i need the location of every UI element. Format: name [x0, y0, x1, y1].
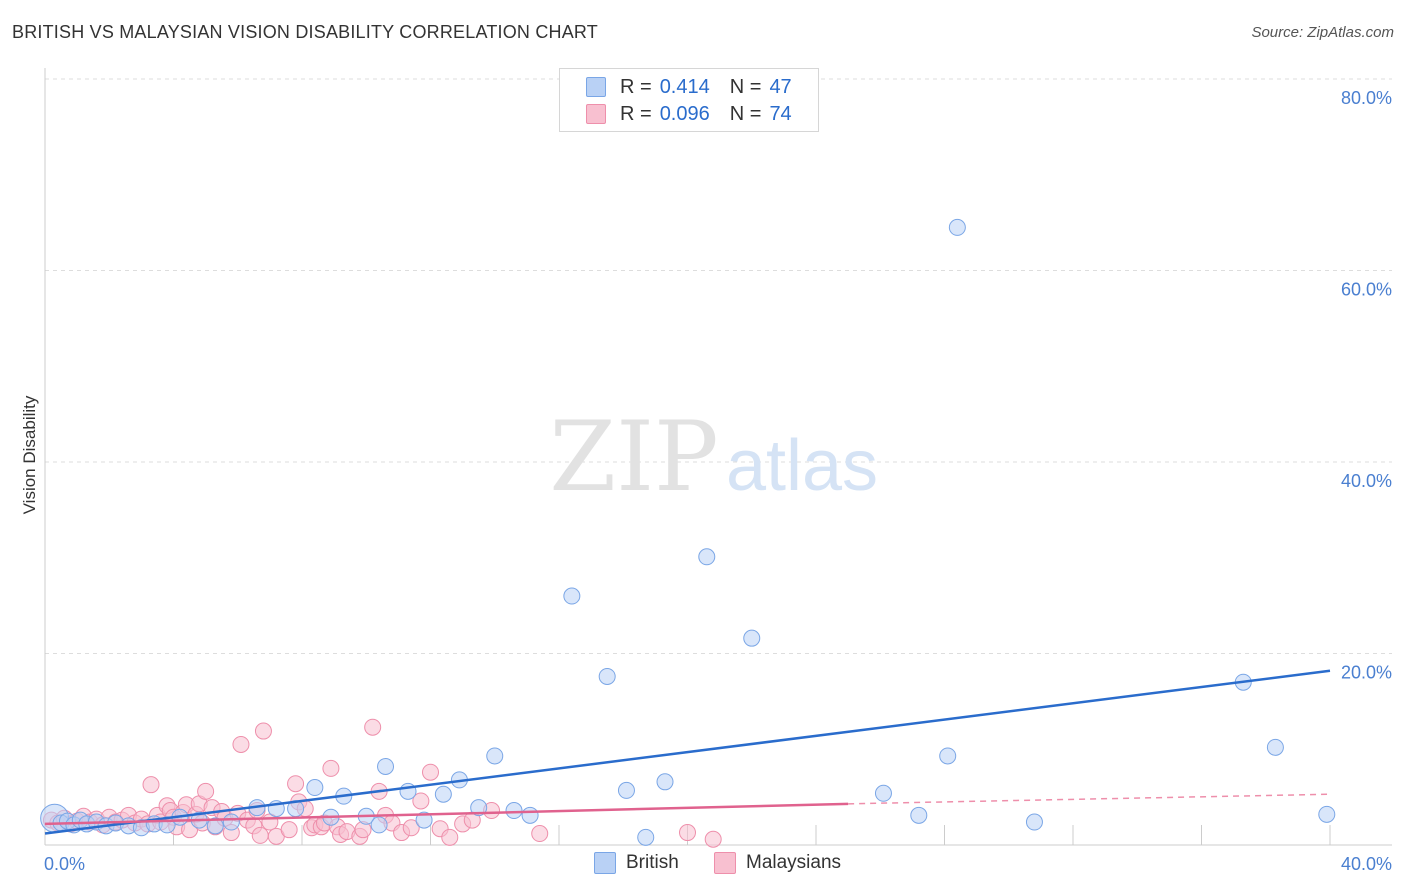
x-tick-label: 0.0%	[44, 854, 85, 874]
legend-row-malaysian: R = 0.096 N = 74	[586, 101, 812, 127]
british-swatch	[594, 852, 616, 874]
legend-n-value: 47	[769, 75, 792, 98]
british-point	[939, 747, 957, 765]
malaysian-point	[251, 826, 269, 844]
x-tick-label: 40.0%	[1341, 854, 1392, 874]
malaysian-point	[679, 824, 696, 842]
malaysian-point	[254, 722, 272, 740]
y-tick-label: 20.0%	[1341, 663, 1392, 683]
malaysian-point	[280, 821, 298, 839]
malaysian-point	[142, 776, 160, 794]
british-swatch	[586, 77, 606, 97]
bottom-legend-malaysian[interactable]: Malaysians	[714, 852, 841, 874]
trend-layer	[44, 669, 1331, 835]
bottom-legend-british-label: British	[626, 852, 679, 873]
y-tick-label: 60.0%	[1341, 280, 1392, 300]
british-point	[470, 799, 488, 817]
british-point	[206, 817, 224, 835]
malaysian-point	[412, 792, 430, 810]
british-point	[698, 548, 716, 566]
legend-n-label: N =	[729, 75, 762, 98]
chart-title: BRITISH VS MALAYSIAN VISION DISABILITY C…	[12, 22, 598, 42]
watermark-atlas: atlas	[726, 426, 878, 506]
legend-row-british: R = 0.414 N = 47	[586, 74, 812, 100]
malaysian-trend-extension	[848, 793, 1331, 805]
malaysian-point	[704, 830, 722, 848]
british-point	[1025, 813, 1043, 831]
malaysian-point	[322, 759, 340, 777]
malaysian-point	[364, 718, 382, 736]
british-point	[743, 629, 761, 647]
british-point	[370, 816, 388, 834]
legend-r-label: R =	[620, 75, 652, 98]
watermark-zip: ZIP	[549, 401, 718, 513]
malaysian-point	[422, 763, 439, 781]
malaysian-point	[287, 775, 305, 793]
malaysian-trend-line	[44, 802, 849, 826]
malaysian-point	[232, 735, 250, 753]
y-tick-label: 40.0%	[1341, 471, 1392, 491]
malaysian-point	[197, 782, 215, 800]
british-point	[434, 785, 452, 803]
british-point	[617, 781, 635, 799]
source-label: Source: ZipAtlas.com	[1251, 24, 1394, 41]
y-tick-label: 80.0%	[1341, 88, 1392, 108]
british-point	[948, 218, 966, 236]
malaysian-point	[402, 819, 420, 837]
y-axis-title: Vision Disability	[20, 395, 39, 514]
malaysian-swatch	[714, 852, 736, 874]
british-point	[306, 779, 324, 797]
stats-legend: R = 0.414 N = 47 R = 0.096 N = 74	[559, 68, 819, 132]
legend-r-value: 0.414	[659, 75, 710, 98]
legend-n-value: 74	[769, 102, 792, 125]
bottom-legend-british[interactable]: British	[594, 852, 679, 874]
malaysian-point	[531, 825, 549, 843]
british-point	[377, 757, 395, 775]
british-point	[1266, 738, 1284, 756]
british-point	[1318, 805, 1336, 823]
british-point	[222, 813, 240, 831]
british-point	[874, 784, 892, 802]
legend-n-label: N =	[729, 102, 762, 125]
british-point	[521, 806, 539, 824]
label-layer: 20.0% 40.0% 60.0% 80.0% 0.0% 40.0%	[44, 88, 1392, 874]
british-point	[656, 773, 674, 791]
british-point	[563, 587, 581, 605]
british-point	[910, 806, 928, 824]
legend-r-label: R =	[620, 102, 652, 125]
british-points	[40, 218, 1336, 846]
british-point	[598, 667, 616, 685]
british-point	[486, 747, 504, 765]
british-trend-line	[44, 669, 1331, 835]
british-point	[415, 811, 433, 829]
legend-r-value: 0.096	[659, 102, 710, 125]
malaysian-swatch	[586, 104, 606, 124]
british-point	[505, 802, 523, 820]
british-point	[637, 828, 655, 846]
malaysian-point	[441, 828, 459, 846]
grid-layer	[45, 78, 1392, 654]
bottom-legend-malaysian-label: Malaysians	[746, 852, 842, 873]
